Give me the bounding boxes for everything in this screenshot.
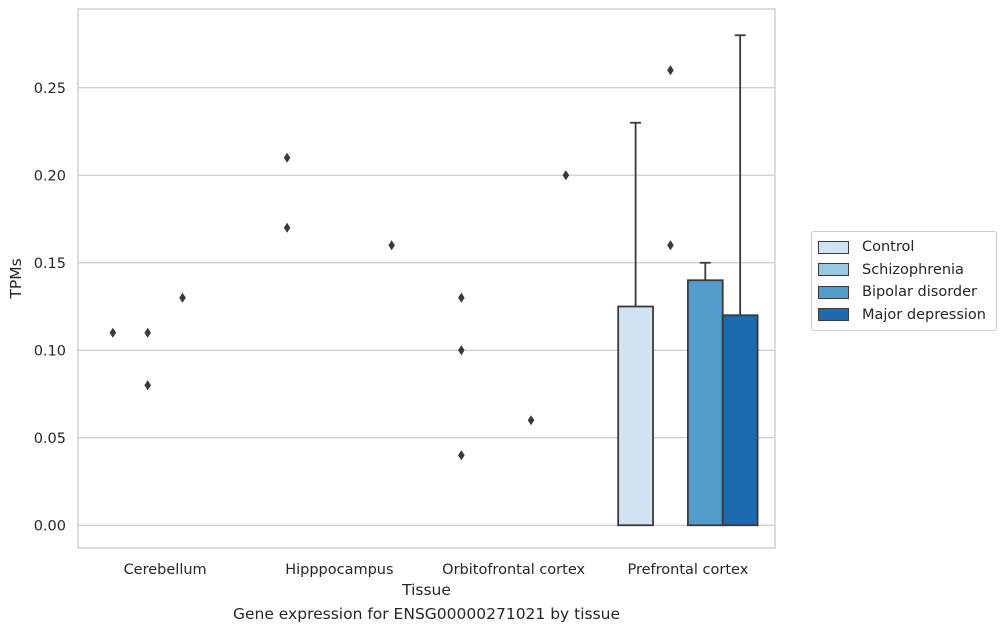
legend-swatch bbox=[818, 285, 849, 299]
outlier-point bbox=[458, 345, 465, 356]
y-tick-label: 0.20 bbox=[34, 168, 66, 184]
outlier-point bbox=[388, 240, 395, 251]
outlier-point bbox=[144, 380, 151, 391]
outlier-point bbox=[458, 292, 465, 303]
outlier-point bbox=[458, 450, 465, 461]
outlier-point bbox=[527, 415, 535, 426]
legend-swatch bbox=[818, 263, 849, 277]
bar bbox=[721, 314, 759, 527]
y-axis-label: TPMs bbox=[7, 258, 25, 299]
y-tick-label: 0.00 bbox=[34, 518, 66, 534]
x-tick-label: Orbitofrontal cortex bbox=[442, 562, 585, 578]
y-tick-label: 0.15 bbox=[34, 256, 66, 272]
x-tick-label: Prefrontal cortex bbox=[627, 562, 748, 578]
legend-item: Bipolar disorder bbox=[818, 281, 990, 304]
legend-item: Schizophrenia bbox=[818, 259, 990, 282]
y-tick-label: 0.10 bbox=[34, 343, 66, 359]
outlier-point bbox=[109, 327, 117, 338]
outlier-point bbox=[179, 292, 186, 303]
legend: Control Schizophrenia Bipolar disorder Majo… bbox=[811, 231, 997, 331]
x-axis-label: Tissue bbox=[401, 581, 451, 599]
bar bbox=[617, 305, 654, 527]
plot-frame bbox=[77, 8, 776, 549]
legend-item: Control bbox=[818, 236, 990, 259]
outlier-point bbox=[667, 65, 674, 76]
outlier-point bbox=[562, 170, 570, 181]
outlier-point bbox=[667, 240, 674, 251]
bar bbox=[686, 279, 724, 527]
outlier-point bbox=[144, 327, 151, 338]
y-tick-label: 0.05 bbox=[34, 431, 66, 447]
outlier-point bbox=[283, 222, 291, 233]
legend-swatch bbox=[818, 308, 849, 322]
y-tick-label: 0.25 bbox=[34, 81, 66, 97]
legend-swatch bbox=[818, 240, 849, 254]
x-tick-label: Cerebellum bbox=[124, 562, 207, 578]
legend-label: Bipolar disorder bbox=[862, 284, 977, 301]
chart-caption: Gene expression for ENSG00000271021 by t… bbox=[232, 605, 621, 623]
legend-label: Schizophrenia bbox=[862, 261, 964, 278]
outlier-point bbox=[283, 152, 291, 163]
legend-label: Major depression bbox=[862, 306, 986, 323]
x-tick-label: Hipppocampus bbox=[285, 562, 393, 578]
legend-label: Control bbox=[862, 239, 915, 256]
legend-item: Major depression bbox=[818, 304, 990, 327]
